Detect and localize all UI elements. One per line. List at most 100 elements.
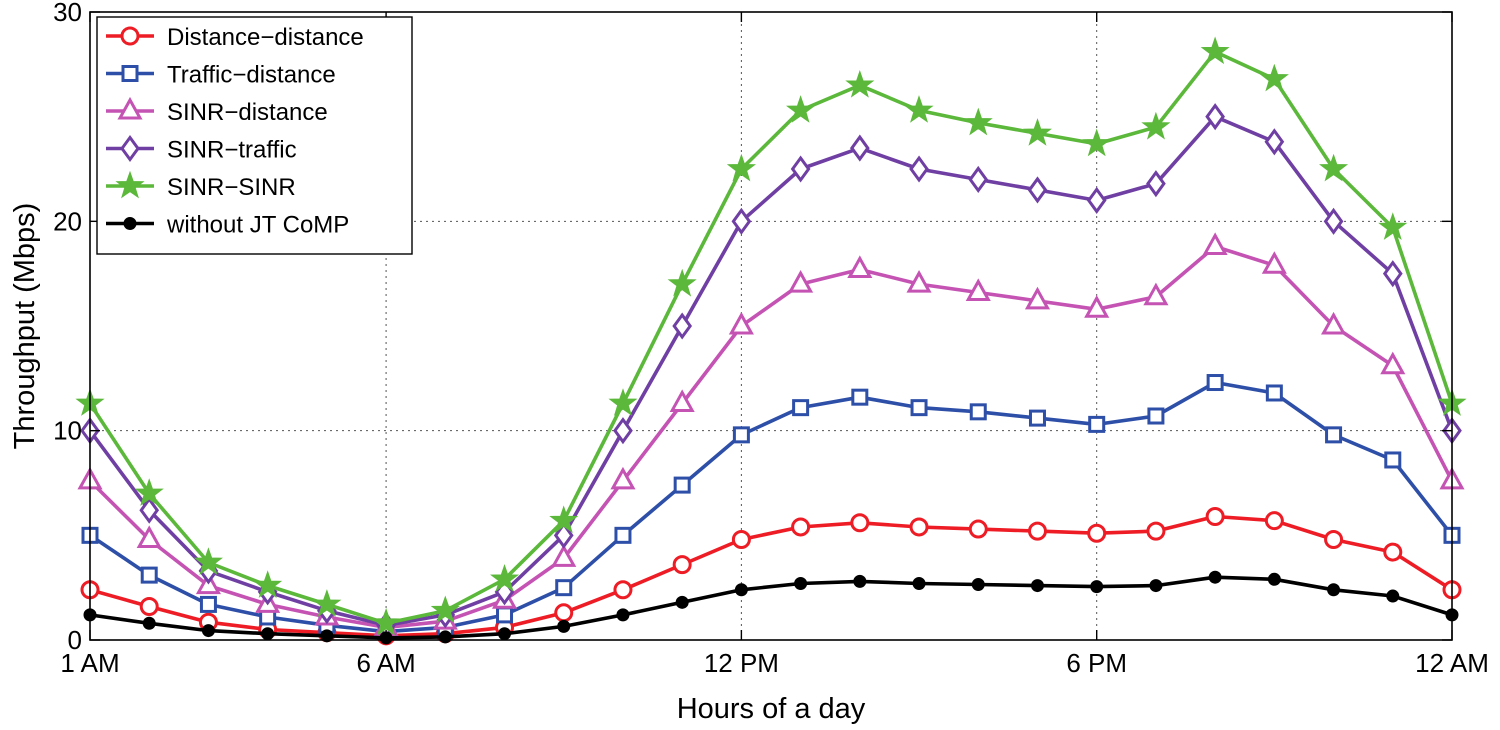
data-point [1088, 415, 1106, 433]
data-point [672, 312, 693, 340]
x-tick-labels: 1 AM 6 AM 12 PM 6 PM 12 AM [60, 648, 1488, 678]
series-line [88, 114, 1454, 628]
data-point [1028, 409, 1046, 427]
data-point [1383, 542, 1403, 562]
series-2 [77, 232, 1465, 636]
data-point [608, 388, 638, 416]
legend-label: Distance−distance [167, 24, 364, 51]
data-point [909, 517, 929, 537]
data-point [1200, 36, 1230, 65]
data-point [371, 608, 401, 636]
data-point [1259, 63, 1289, 92]
data-point [616, 608, 630, 622]
legend: Distance−distance Traffic−distance SINR−di… [96, 16, 413, 255]
data-point [140, 566, 158, 584]
data-point [193, 547, 223, 575]
data-point [551, 544, 577, 567]
legend-label: SINR−SINR [167, 174, 296, 201]
series-4 [75, 36, 1467, 636]
data-point [1380, 351, 1406, 375]
series-line [89, 514, 1453, 638]
data-point [850, 513, 870, 533]
data-point [1146, 521, 1166, 541]
data-point [1082, 128, 1112, 157]
legend-item: without JT CoMP [106, 212, 349, 239]
legend-marker [120, 26, 140, 46]
data-point [791, 517, 811, 537]
data-point [963, 107, 993, 136]
data-point [790, 155, 811, 183]
data-point [672, 555, 692, 575]
data-point [1325, 426, 1343, 444]
data-point [139, 496, 160, 524]
legend-marker [115, 170, 145, 199]
data-point [731, 530, 751, 550]
legend-item: Distance−distance [106, 24, 364, 51]
data-point [1264, 128, 1285, 156]
data-point [1087, 523, 1107, 543]
data-point [734, 583, 748, 597]
data-point [1261, 251, 1287, 274]
legend-marker [121, 65, 139, 82]
data-point [549, 505, 579, 534]
data-point [968, 165, 989, 194]
legend-label: SINR−distance [167, 99, 328, 126]
data-point [675, 595, 689, 609]
data-point [201, 624, 215, 638]
data-point [669, 389, 695, 412]
data-point [1386, 589, 1400, 603]
x-tick-label: 12 AM [1415, 648, 1489, 678]
x-tick-label: 6 PM [1066, 648, 1127, 678]
data-point [1147, 407, 1165, 425]
data-point [1319, 153, 1349, 182]
data-point [673, 476, 691, 494]
data-point [1202, 232, 1228, 255]
data-point [261, 627, 275, 641]
data-point [1265, 384, 1283, 402]
axis-ticks [89, 11, 1453, 641]
legend-item: SINR−distance [106, 96, 328, 126]
y-tick-labels: 0 10 20 30 [53, 0, 82, 655]
data-point [1086, 186, 1107, 214]
data-point [853, 574, 867, 588]
data-point [1382, 260, 1403, 288]
data-point [667, 268, 697, 297]
data-point [1022, 118, 1052, 146]
legend-item: SINR−SINR [106, 170, 296, 201]
legend-marker [120, 134, 140, 163]
data-point [788, 270, 814, 293]
data-point [614, 526, 632, 544]
data-point [1146, 170, 1166, 198]
data-point [847, 255, 873, 278]
series-line [89, 575, 1453, 640]
data-point [312, 589, 342, 617]
data-point [496, 606, 514, 624]
data-point [1206, 374, 1224, 392]
data-point [1205, 506, 1225, 526]
legend-label: SINR−traffic [167, 137, 297, 164]
data-point [971, 578, 985, 592]
y-tick-label: 10 [53, 416, 82, 446]
data-point [136, 525, 162, 549]
data-point [554, 603, 574, 623]
data-point [610, 466, 636, 490]
data-point [851, 388, 869, 406]
legend-label: without JT CoMP [166, 212, 349, 239]
data-point [1143, 282, 1169, 306]
data-point [1205, 103, 1225, 131]
data-point [557, 619, 571, 633]
plot-border [89, 11, 1453, 641]
data-point [1149, 579, 1163, 593]
data-point [728, 311, 754, 335]
data-point [1264, 511, 1284, 531]
legend-item: SINR−traffic [106, 134, 297, 164]
data-point [320, 629, 334, 643]
data-point [1024, 286, 1051, 310]
x-tick-label: 6 AM [356, 648, 415, 678]
y-axis-label: Throughput (Mbps) [9, 203, 41, 450]
data-point [199, 595, 217, 613]
series-5 [83, 570, 1459, 645]
data-point [786, 95, 816, 123]
x-tick-label: 12 PM [704, 648, 779, 678]
